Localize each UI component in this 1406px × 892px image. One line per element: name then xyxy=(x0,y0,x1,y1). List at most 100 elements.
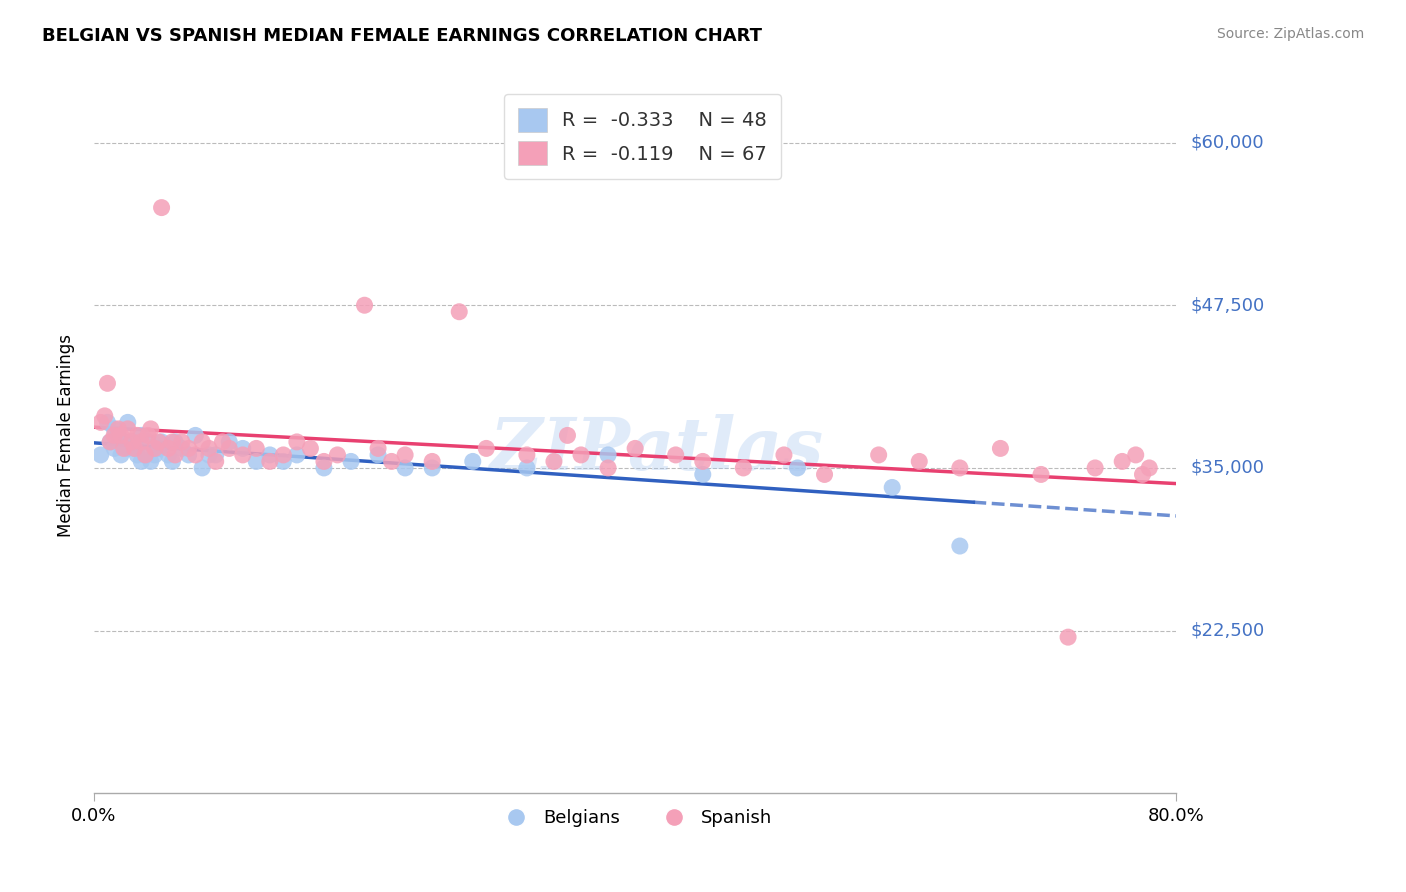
Point xyxy=(127,448,149,462)
Text: $60,000: $60,000 xyxy=(1191,134,1264,152)
Point xyxy=(1132,467,1154,482)
Point xyxy=(165,434,187,449)
Point xyxy=(665,448,688,462)
Point xyxy=(112,434,135,449)
Point xyxy=(121,434,143,449)
Point xyxy=(394,461,416,475)
Point xyxy=(569,448,592,462)
Point xyxy=(1137,461,1160,475)
Point xyxy=(148,442,170,456)
Point xyxy=(449,304,471,318)
Point xyxy=(813,467,835,482)
Point xyxy=(340,454,363,468)
Point xyxy=(136,434,159,449)
Point xyxy=(157,442,180,456)
Point xyxy=(868,448,890,462)
Point xyxy=(124,442,146,456)
Point xyxy=(124,442,146,456)
Point xyxy=(117,416,139,430)
Point xyxy=(107,422,129,436)
Point xyxy=(285,434,308,449)
Point xyxy=(103,428,125,442)
Point xyxy=(218,434,240,449)
Point xyxy=(692,467,714,482)
Point xyxy=(367,442,389,456)
Point xyxy=(177,442,200,456)
Point xyxy=(98,434,121,449)
Point xyxy=(103,422,125,436)
Point xyxy=(191,461,214,475)
Point xyxy=(420,461,443,475)
Point xyxy=(326,448,349,462)
Point xyxy=(367,448,389,462)
Point xyxy=(786,461,808,475)
Point xyxy=(204,448,226,462)
Point xyxy=(245,454,267,468)
Point xyxy=(143,442,166,456)
Point xyxy=(420,454,443,468)
Point xyxy=(990,442,1012,456)
Point xyxy=(110,428,132,442)
Point xyxy=(162,454,184,468)
Point xyxy=(232,442,254,456)
Point xyxy=(381,454,404,468)
Point xyxy=(96,376,118,391)
Point xyxy=(150,201,173,215)
Point xyxy=(117,422,139,436)
Point xyxy=(90,416,112,430)
Point xyxy=(312,461,335,475)
Point xyxy=(170,434,193,449)
Point xyxy=(949,461,972,475)
Point xyxy=(94,409,117,423)
Point xyxy=(90,448,112,462)
Point xyxy=(204,454,226,468)
Text: ZIPatlas: ZIPatlas xyxy=(489,414,824,485)
Point xyxy=(259,454,281,468)
Point xyxy=(129,428,152,442)
Point xyxy=(136,428,159,442)
Point xyxy=(112,442,135,456)
Point xyxy=(245,442,267,456)
Point xyxy=(184,448,207,462)
Point xyxy=(134,448,156,462)
Point xyxy=(211,434,233,449)
Point xyxy=(773,448,796,462)
Point xyxy=(299,442,322,456)
Point xyxy=(198,442,221,456)
Point xyxy=(394,448,416,462)
Point xyxy=(733,461,755,475)
Point xyxy=(461,454,484,468)
Point xyxy=(543,454,565,468)
Text: $47,500: $47,500 xyxy=(1191,296,1264,314)
Point xyxy=(170,442,193,456)
Point xyxy=(184,428,207,442)
Point xyxy=(134,448,156,462)
Point xyxy=(285,448,308,462)
Point xyxy=(259,448,281,462)
Legend: Belgians, Spanish: Belgians, Spanish xyxy=(491,802,779,834)
Point xyxy=(162,434,184,449)
Point xyxy=(949,539,972,553)
Point xyxy=(143,448,166,462)
Point xyxy=(110,448,132,462)
Point xyxy=(129,434,152,449)
Point xyxy=(139,454,162,468)
Point xyxy=(596,448,619,462)
Point xyxy=(232,448,254,462)
Y-axis label: Median Female Earnings: Median Female Earnings xyxy=(58,334,75,537)
Text: BELGIAN VS SPANISH MEDIAN FEMALE EARNINGS CORRELATION CHART: BELGIAN VS SPANISH MEDIAN FEMALE EARNING… xyxy=(42,27,762,45)
Point xyxy=(150,434,173,449)
Point xyxy=(882,480,904,494)
Point xyxy=(117,442,139,456)
Point xyxy=(121,434,143,449)
Point xyxy=(127,428,149,442)
Point xyxy=(624,442,647,456)
Point xyxy=(1084,461,1107,475)
Text: Source: ZipAtlas.com: Source: ZipAtlas.com xyxy=(1216,27,1364,41)
Point xyxy=(96,416,118,430)
Point xyxy=(198,448,221,462)
Point xyxy=(165,448,187,462)
Point xyxy=(475,442,498,456)
Point xyxy=(98,434,121,449)
Point xyxy=(177,448,200,462)
